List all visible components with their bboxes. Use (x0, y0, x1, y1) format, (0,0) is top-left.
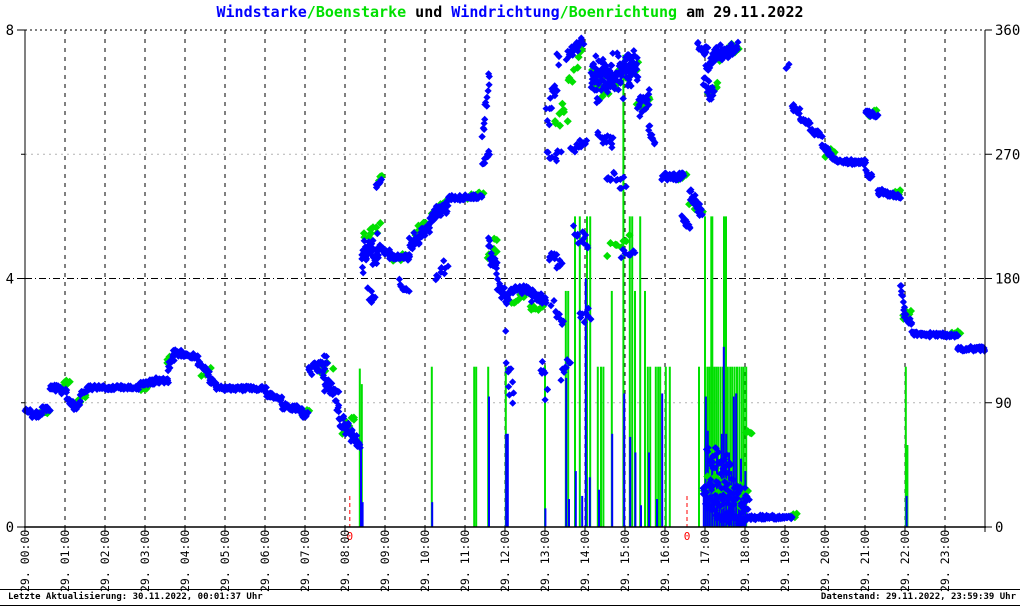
x-tick-label: 29. 15:00 (618, 530, 632, 592)
event-marker-label: 0 (684, 530, 691, 543)
title-segment-boenstarke: /Boenstarke (306, 3, 407, 21)
y-left-tick-label: 4 (6, 272, 14, 288)
x-tick-label: 29. 04:00 (178, 530, 192, 592)
x-tick-label: 29. 22:00 (898, 530, 912, 592)
chart-title: Windstarke/Boenstarke und Windrichtung/B… (0, 3, 1020, 21)
x-tick-label: 29. 23:00 (938, 530, 952, 592)
x-tick-label: 29. 19:00 (778, 530, 792, 592)
title-segment-windrichtung: Windrichtung (451, 3, 560, 21)
title-segment-windstarke: Windstarke (216, 3, 307, 21)
x-tick-label: 29. 06:00 (258, 530, 272, 592)
y-right-tick-label: 360 (995, 23, 1020, 39)
y-axis-right-labels: 0 90 180 270 360 (995, 23, 1020, 536)
axis-ticks (17, 29, 992, 532)
chart-footer: Letzte Aktualisierung: 30.11.2022, 00:01… (0, 589, 1020, 606)
footer-data-timestamp: Datenstand: 29.11.2022, 23:59:39 Uhr (820, 592, 1016, 602)
title-segment-date: am 29.11.2022 (677, 3, 804, 21)
x-tick-label: 29. 01:00 (58, 530, 72, 592)
y-right-tick-label: 180 (995, 272, 1020, 288)
y-left-tick-label: 8 (6, 23, 14, 39)
x-axis-labels: 29. 00:00 29. 01:00 29. 02:00 29. 03:00 29. … (18, 530, 952, 592)
footer-last-update: Letzte Aktualisierung: 30.11.2022, 00:01… (8, 592, 263, 602)
event-marker-label: 0 (346, 530, 353, 543)
x-tick-label: 29. 13:00 (538, 530, 552, 592)
x-tick-label: 29. 18:00 (738, 530, 752, 592)
x-tick-label: 29. 21:00 (858, 530, 872, 592)
sunrise-marker: 0 (346, 496, 353, 543)
x-tick-label: 29. 07:00 (298, 530, 312, 592)
x-tick-label: 29. 02:00 (98, 530, 112, 592)
x-tick-label: 29. 09:00 (378, 530, 392, 592)
x-tick-label: 29. 12:00 (498, 530, 512, 592)
sunset-marker: 0 (684, 496, 691, 543)
gust-strength-bars (358, 54, 909, 527)
x-tick-label: 29. 16:00 (658, 530, 672, 592)
y-right-tick-label: 90 (995, 396, 1012, 412)
title-segment-und: und (406, 3, 452, 21)
x-tick-label: 29. 11:00 (458, 530, 472, 592)
x-tick-label: 29. 05:00 (218, 530, 232, 592)
x-tick-label: 29. 20:00 (818, 530, 832, 592)
x-tick-label: 29. 00:00 (18, 530, 32, 592)
x-tick-label: 29. 08:00 (338, 530, 352, 592)
title-segment-boenrichtung: /Boenrichtung (559, 3, 678, 21)
y-right-tick-label: 270 (995, 147, 1020, 163)
y-right-tick-label: 0 (995, 520, 1003, 536)
y-left-tick-label: 0 (6, 520, 14, 536)
x-tick-label: 29. 14:00 (578, 530, 592, 592)
x-tick-label: 29. 03:00 (138, 530, 152, 592)
x-tick-label: 29. 10:00 (418, 530, 432, 592)
x-tick-label: 29. 17:00 (698, 530, 712, 592)
y-axis-left-labels: 0 4 8 (6, 23, 14, 536)
